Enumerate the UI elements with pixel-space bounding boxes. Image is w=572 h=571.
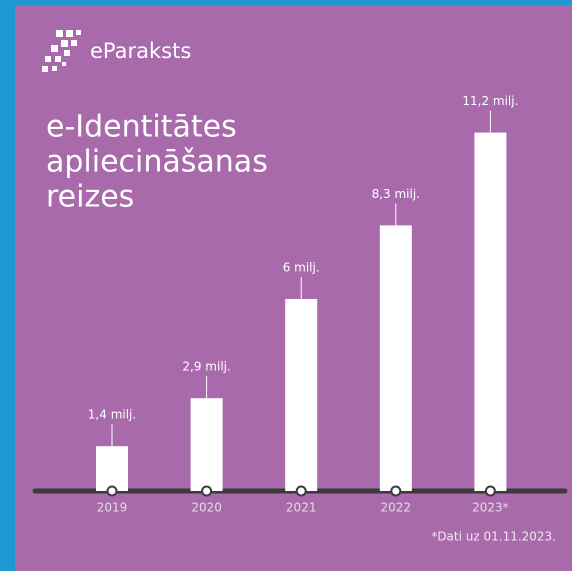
x-tick-label: 2021: [286, 501, 317, 515]
axis-dot: [295, 485, 307, 497]
left-strip: [0, 0, 15, 571]
x-tick-label: 2020: [191, 501, 222, 515]
footnote: *Dati uz 01.11.2023.: [431, 530, 556, 544]
value-label: 1,4 milj.: [88, 408, 136, 422]
value-label: 8,3 milj.: [372, 187, 420, 201]
bar: [190, 398, 223, 491]
brand: eParaksts: [90, 39, 191, 63]
title-line: e-Identitātes: [46, 110, 237, 145]
bar: [474, 132, 507, 491]
title-line: reizes: [46, 180, 134, 215]
axis-dot: [484, 485, 496, 497]
bar: [96, 446, 128, 491]
value-label: 11,2 milj.: [462, 94, 518, 108]
value-label: 2,9 milj.: [182, 360, 230, 374]
axis-dot: [390, 485, 402, 497]
title-line: apliecināšanas: [46, 145, 268, 180]
x-tick-label: 2022: [381, 501, 412, 515]
logo-icon: [42, 30, 81, 72]
bar: [379, 225, 412, 491]
top-strip: [0, 0, 572, 5]
axis-dot: [106, 485, 118, 497]
bar: [285, 299, 318, 491]
x-tick-label: 2023*: [472, 501, 509, 515]
axis-dot: [201, 485, 213, 497]
value-label: 6 milj.: [283, 261, 320, 275]
x-tick-label: 2019: [97, 501, 128, 515]
